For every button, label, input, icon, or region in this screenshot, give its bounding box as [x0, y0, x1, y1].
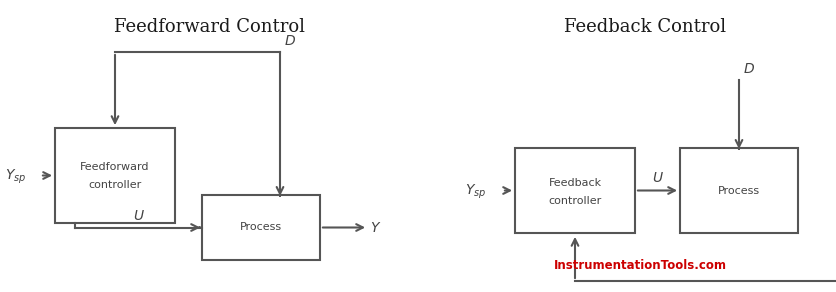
Text: controller: controller [89, 180, 141, 190]
Bar [55, 128, 175, 223]
Bar [202, 195, 320, 260]
Text: controller: controller [548, 196, 602, 206]
Text: $D$: $D$ [284, 34, 296, 48]
Text: $Y$: $Y$ [370, 222, 381, 236]
Text: Feedback Control: Feedback Control [564, 18, 726, 36]
Bar [515, 148, 635, 233]
Text: InstrumentationTools.com: InstrumentationTools.com [553, 259, 726, 272]
Text: Feedforward: Feedforward [80, 163, 150, 173]
Text: Feedback: Feedback [548, 178, 602, 187]
Text: Process: Process [240, 223, 282, 232]
Text: Feedforward Control: Feedforward Control [115, 18, 305, 36]
Text: $U$: $U$ [651, 171, 664, 185]
Text: Process: Process [718, 185, 760, 196]
Text: $Y_{sp}$: $Y_{sp}$ [465, 182, 487, 201]
Text: $D$: $D$ [743, 62, 755, 76]
Text: $Y_{sp}$: $Y_{sp}$ [5, 167, 26, 186]
Bar [680, 148, 798, 233]
Text: $U$: $U$ [133, 208, 145, 223]
